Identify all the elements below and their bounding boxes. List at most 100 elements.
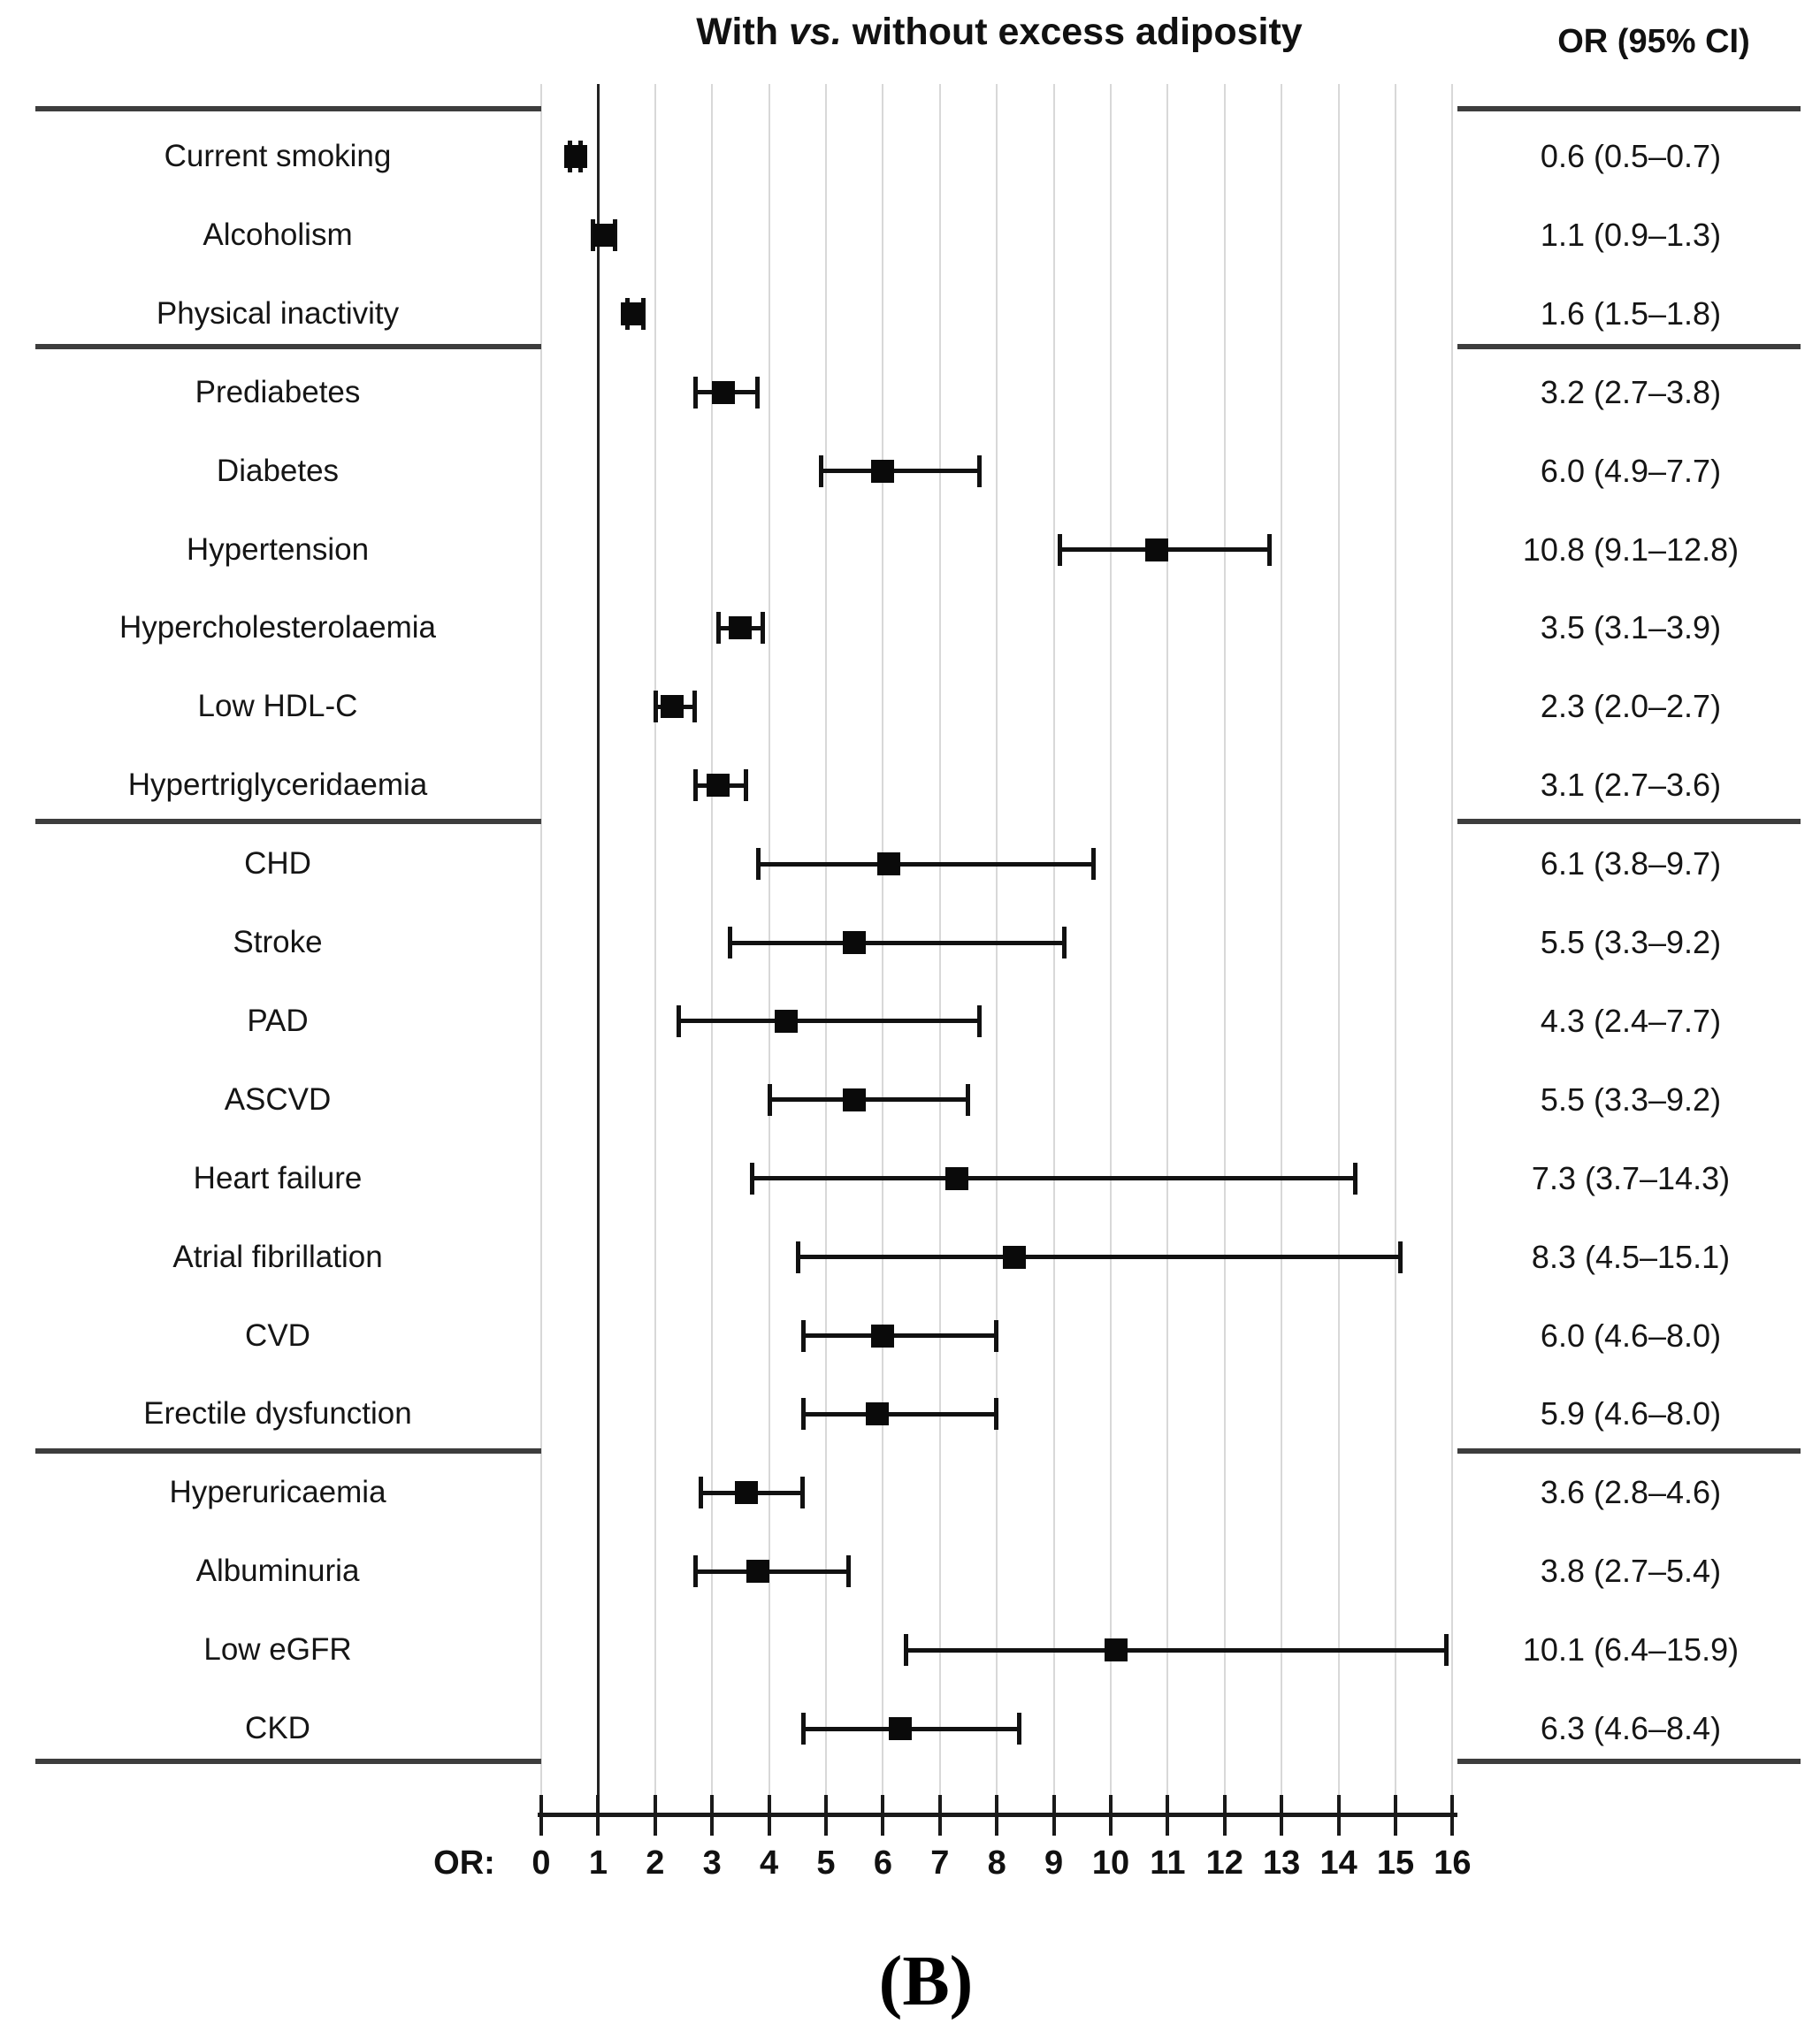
ci-cap-high: [800, 1477, 806, 1509]
or-ci-value: 3.1 (2.7–3.6): [1540, 767, 1722, 804]
or-ci-value: 10.8 (9.1–12.8): [1522, 531, 1740, 568]
x-axis-tick-label: 13: [1263, 1844, 1301, 1882]
group-divider-left: [35, 1448, 541, 1454]
ci-cap-high: [1016, 1713, 1021, 1745]
row-label: PAD: [247, 1003, 309, 1038]
ci-cap-low: [801, 1319, 807, 1352]
ci-cap-low: [692, 1555, 698, 1588]
ci-whisker: [803, 1411, 998, 1417]
x-axis-tick-label: 16: [1434, 1844, 1472, 1882]
gridline: [1052, 84, 1055, 1813]
chart-title: With vs. without excess adiposity: [495, 11, 1503, 54]
gridline: [1223, 84, 1226, 1813]
or-ci-value: 5.9 (4.6–8.0): [1540, 1395, 1722, 1432]
chart-title-prefix: With: [696, 11, 789, 53]
reference-line-or1: [596, 84, 600, 1813]
or-marker: [621, 302, 645, 325]
or-marker: [774, 1009, 798, 1033]
ci-whisker: [752, 1176, 1356, 1181]
ci-whisker: [677, 1019, 980, 1024]
or-marker: [945, 1166, 969, 1190]
group-divider-right: [1457, 1759, 1801, 1764]
or-marker: [876, 852, 900, 876]
or-ci-value: 2.3 (2.0–2.7): [1540, 688, 1722, 725]
row-label: Current smoking: [164, 139, 392, 173]
row-label: CKD: [245, 1711, 310, 1745]
or-marker: [871, 459, 895, 483]
x-axis-label: OR:: [433, 1844, 495, 1882]
row-label: Heart failure: [193, 1160, 363, 1195]
or-marker: [1105, 1638, 1128, 1662]
gridline: [654, 84, 656, 1813]
or-ci-value: 6.0 (4.9–7.7): [1540, 452, 1722, 489]
or-marker: [729, 616, 753, 640]
ci-cap-low: [795, 1241, 800, 1273]
ci-cap-low: [904, 1634, 909, 1667]
or-ci-value: 8.3 (4.5–15.1): [1531, 1238, 1731, 1275]
or-marker: [661, 695, 684, 719]
or-ci-value: 1.6 (1.5–1.8): [1540, 294, 1722, 332]
row-label: Low eGFR: [203, 1632, 352, 1668]
or-ci-value: 6.3 (4.6–8.4): [1540, 1710, 1722, 1746]
or-ci-value: 5.5 (3.3–9.2): [1540, 924, 1722, 960]
ci-whisker: [769, 1097, 968, 1103]
or-marker: [871, 1324, 895, 1348]
ci-cap-low: [727, 927, 732, 958]
gridline: [1395, 84, 1396, 1813]
ci-cap-low: [755, 848, 761, 881]
or-ci-value: 5.5 (3.3–9.2): [1540, 1081, 1722, 1118]
ci-cap-low: [692, 769, 698, 802]
or-marker: [592, 223, 616, 247]
gridline: [540, 84, 542, 1813]
or-marker: [712, 380, 736, 404]
or-ci-value: 6.1 (3.8–9.7): [1540, 845, 1722, 882]
ci-cap-low: [767, 1083, 772, 1116]
ci-cap-low: [653, 691, 658, 723]
row-label: Erectile dysfunction: [143, 1396, 412, 1432]
ci-cap-high: [1267, 533, 1273, 566]
x-axis-tick-label: 0: [531, 1844, 551, 1882]
ci-cap-high: [1062, 927, 1067, 958]
ci-cap-low: [801, 1713, 807, 1745]
row-label: Physical inactivity: [156, 295, 400, 331]
ci-cap-high: [754, 376, 760, 409]
group-divider-right: [1457, 819, 1801, 824]
row-label: Hypertriglyceridaemia: [127, 767, 428, 803]
or-ci-value: 3.5 (3.1–3.9): [1540, 609, 1722, 646]
ci-cap-high: [761, 612, 766, 645]
x-axis-tick-label: 6: [873, 1844, 892, 1882]
row-label: CHD: [244, 846, 311, 882]
ci-cap-high: [1398, 1241, 1403, 1273]
ci-cap-low: [818, 454, 823, 487]
row-label: ASCVD: [224, 1081, 332, 1117]
group-divider-left: [35, 1759, 541, 1764]
ci-cap-high: [1352, 1162, 1357, 1195]
ci-cap-low: [715, 612, 721, 645]
ci-cap-low: [801, 1398, 807, 1431]
or-ci-value: 7.3 (3.7–14.3): [1531, 1159, 1731, 1196]
x-axis-tick-label: 9: [1044, 1844, 1064, 1882]
or-ci-value: 6.0 (4.6–8.0): [1540, 1317, 1722, 1354]
ci-cap-high: [994, 1398, 999, 1431]
group-divider-right: [1457, 106, 1801, 111]
or-ci-column-header: OR (95% CI): [1557, 23, 1750, 60]
row-label: CVD: [245, 1317, 310, 1353]
or-marker: [1144, 538, 1168, 561]
row-label: Hypercholesterolaemia: [119, 610, 436, 645]
ci-cap-low: [750, 1162, 755, 1195]
row-label: Diabetes: [216, 453, 340, 488]
gridline: [1110, 84, 1112, 1813]
x-axis-tick-label: 3: [702, 1844, 722, 1882]
or-ci-value: 3.2 (2.7–3.8): [1540, 373, 1722, 410]
chart-title-vs: vs.: [788, 11, 842, 53]
ci-whisker: [757, 861, 1094, 867]
gridline: [1451, 84, 1454, 1813]
or-marker: [843, 1088, 867, 1111]
ci-whisker: [797, 1255, 1402, 1260]
group-divider-right: [1457, 344, 1801, 349]
x-axis-tick-label: 2: [646, 1844, 665, 1882]
gridline: [711, 84, 714, 1813]
gridline: [996, 84, 998, 1813]
row-label: Hyperuricaemia: [169, 1475, 386, 1510]
